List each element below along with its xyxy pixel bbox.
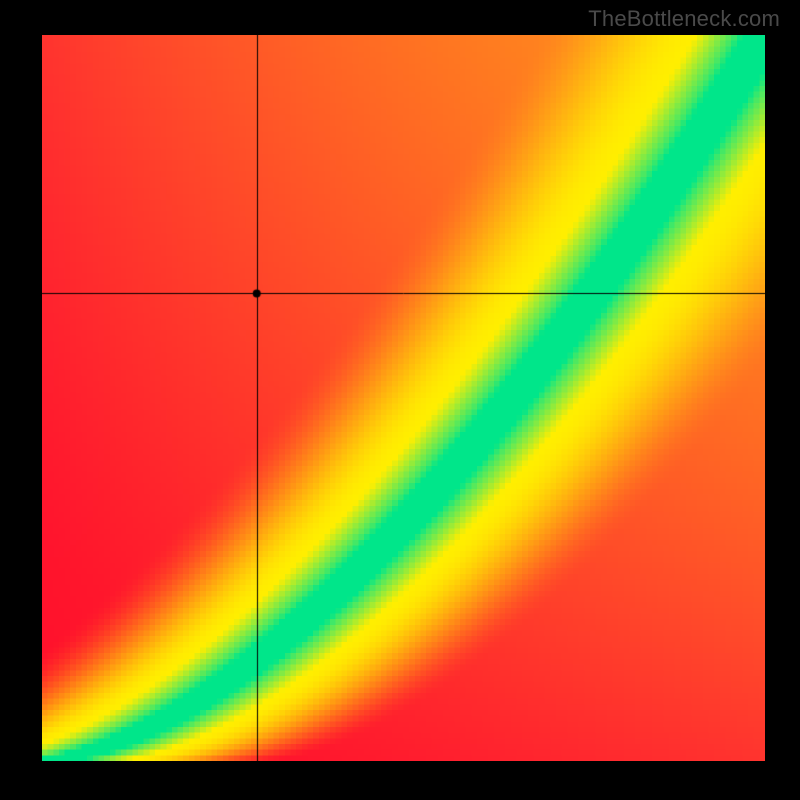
watermark-text: TheBottleneck.com — [588, 6, 780, 32]
crosshair-overlay — [42, 35, 765, 761]
chart-container: TheBottleneck.com — [0, 0, 800, 800]
